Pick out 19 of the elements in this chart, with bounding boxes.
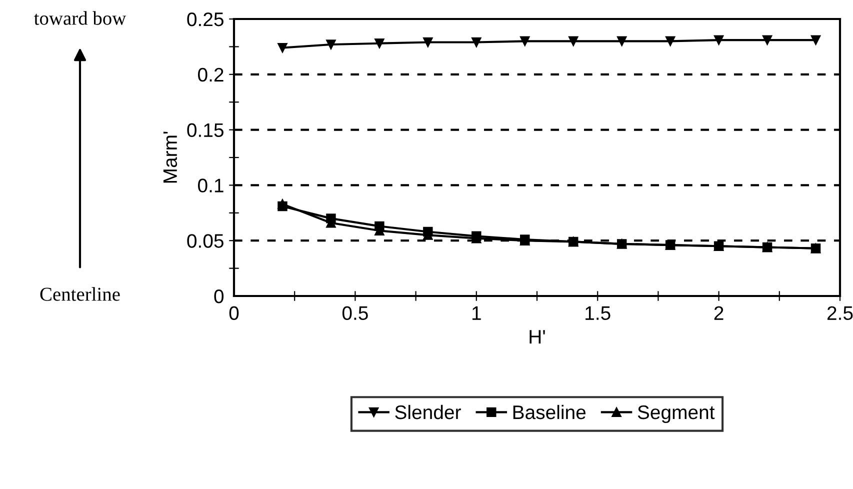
x-axis-title: H' (530, 330, 545, 344)
text: Centerline (40, 287, 120, 301)
x-tick-label: 1 (472, 306, 481, 320)
legend-label: Slender (395, 404, 461, 420)
x-tick-label: 1.5 (586, 306, 610, 320)
x-tick-label: 2.5 (827, 306, 853, 320)
y-tick-label: 0 (214, 289, 224, 304)
y-tick-label: 0.25 (187, 12, 224, 26)
y-tick-label: 0.1 (198, 178, 224, 192)
x-tick-label: 0.5 (342, 306, 368, 320)
legend-label: Baseline (513, 404, 586, 420)
x-tick-label: 0 (229, 306, 239, 320)
x-tick-label: 2 (714, 306, 724, 320)
legend-label: Segment (638, 405, 715, 424)
y-tick-label: 0.15 (187, 123, 224, 138)
text: toward bow (34, 11, 126, 25)
y-tick-label: 0.2 (198, 68, 224, 82)
y-axis-title: Marm' (163, 132, 178, 183)
y-tick-label: 0.05 (187, 234, 224, 248)
